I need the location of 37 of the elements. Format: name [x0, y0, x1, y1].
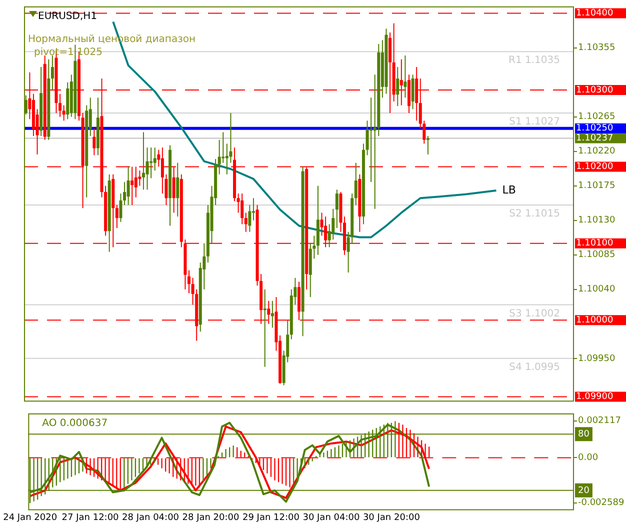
- candlestick: [150, 148, 153, 178]
- x-tick-label: 28 Jan 20:00: [182, 512, 240, 523]
- y-tick-label: 1.10130: [578, 216, 616, 226]
- y-tick-label: 1.10175: [578, 181, 616, 192]
- y2-tick-label: 20: [578, 486, 590, 496]
- ref-line-label: 1.10000: [576, 315, 614, 326]
- y-tick-label: 1.10085: [578, 250, 616, 260]
- y2-tick-label: 80: [578, 429, 590, 440]
- y-tick-label: 1.10220: [578, 146, 616, 157]
- candlestick: [222, 132, 225, 163]
- candlestick: [426, 136, 430, 154]
- candlestick: [370, 98, 373, 182]
- series-label: LB: [502, 183, 516, 196]
- ref-line-label: 1.10237: [576, 134, 614, 144]
- y-tick-label: 0.00: [578, 453, 598, 464]
- ref-line-label: 1.10250: [576, 124, 614, 134]
- y-tick-label: -0.002589: [578, 498, 624, 508]
- y-tick-label: 1.09950: [578, 354, 616, 364]
- y-tick-label: 0.002117: [578, 416, 621, 426]
- ref-line-label: 1.10300: [576, 85, 614, 96]
- x-tick-label: 28 Jan 04:00: [122, 512, 180, 523]
- y-tick-label: 1.10265: [578, 112, 616, 122]
- x-tick-label: 27 Jan 12:00: [62, 512, 120, 523]
- candlestick: [142, 132, 145, 190]
- x-tick-label: 24 Jan 2020: [3, 512, 58, 523]
- chart-title: AO 0.000637: [42, 418, 108, 429]
- x-tick-label: 30 Jan 04:00: [302, 512, 360, 523]
- ref-line-label: 1.10100: [576, 238, 614, 249]
- ref-line-label: 1.10400: [576, 8, 614, 19]
- ref-line-label: 1.10200: [576, 162, 614, 172]
- candlestick: [263, 289, 266, 367]
- chart-title: EURUSD,H1: [38, 10, 98, 22]
- y-tick-label: 1.10040: [578, 284, 616, 295]
- x-tick-label: 30 Jan 20:00: [362, 512, 420, 523]
- x-tick-label: 29 Jan 12:00: [242, 512, 300, 523]
- ref-line-label: 1.09900: [576, 392, 614, 402]
- y-tick-label: 1.10355: [578, 43, 616, 54]
